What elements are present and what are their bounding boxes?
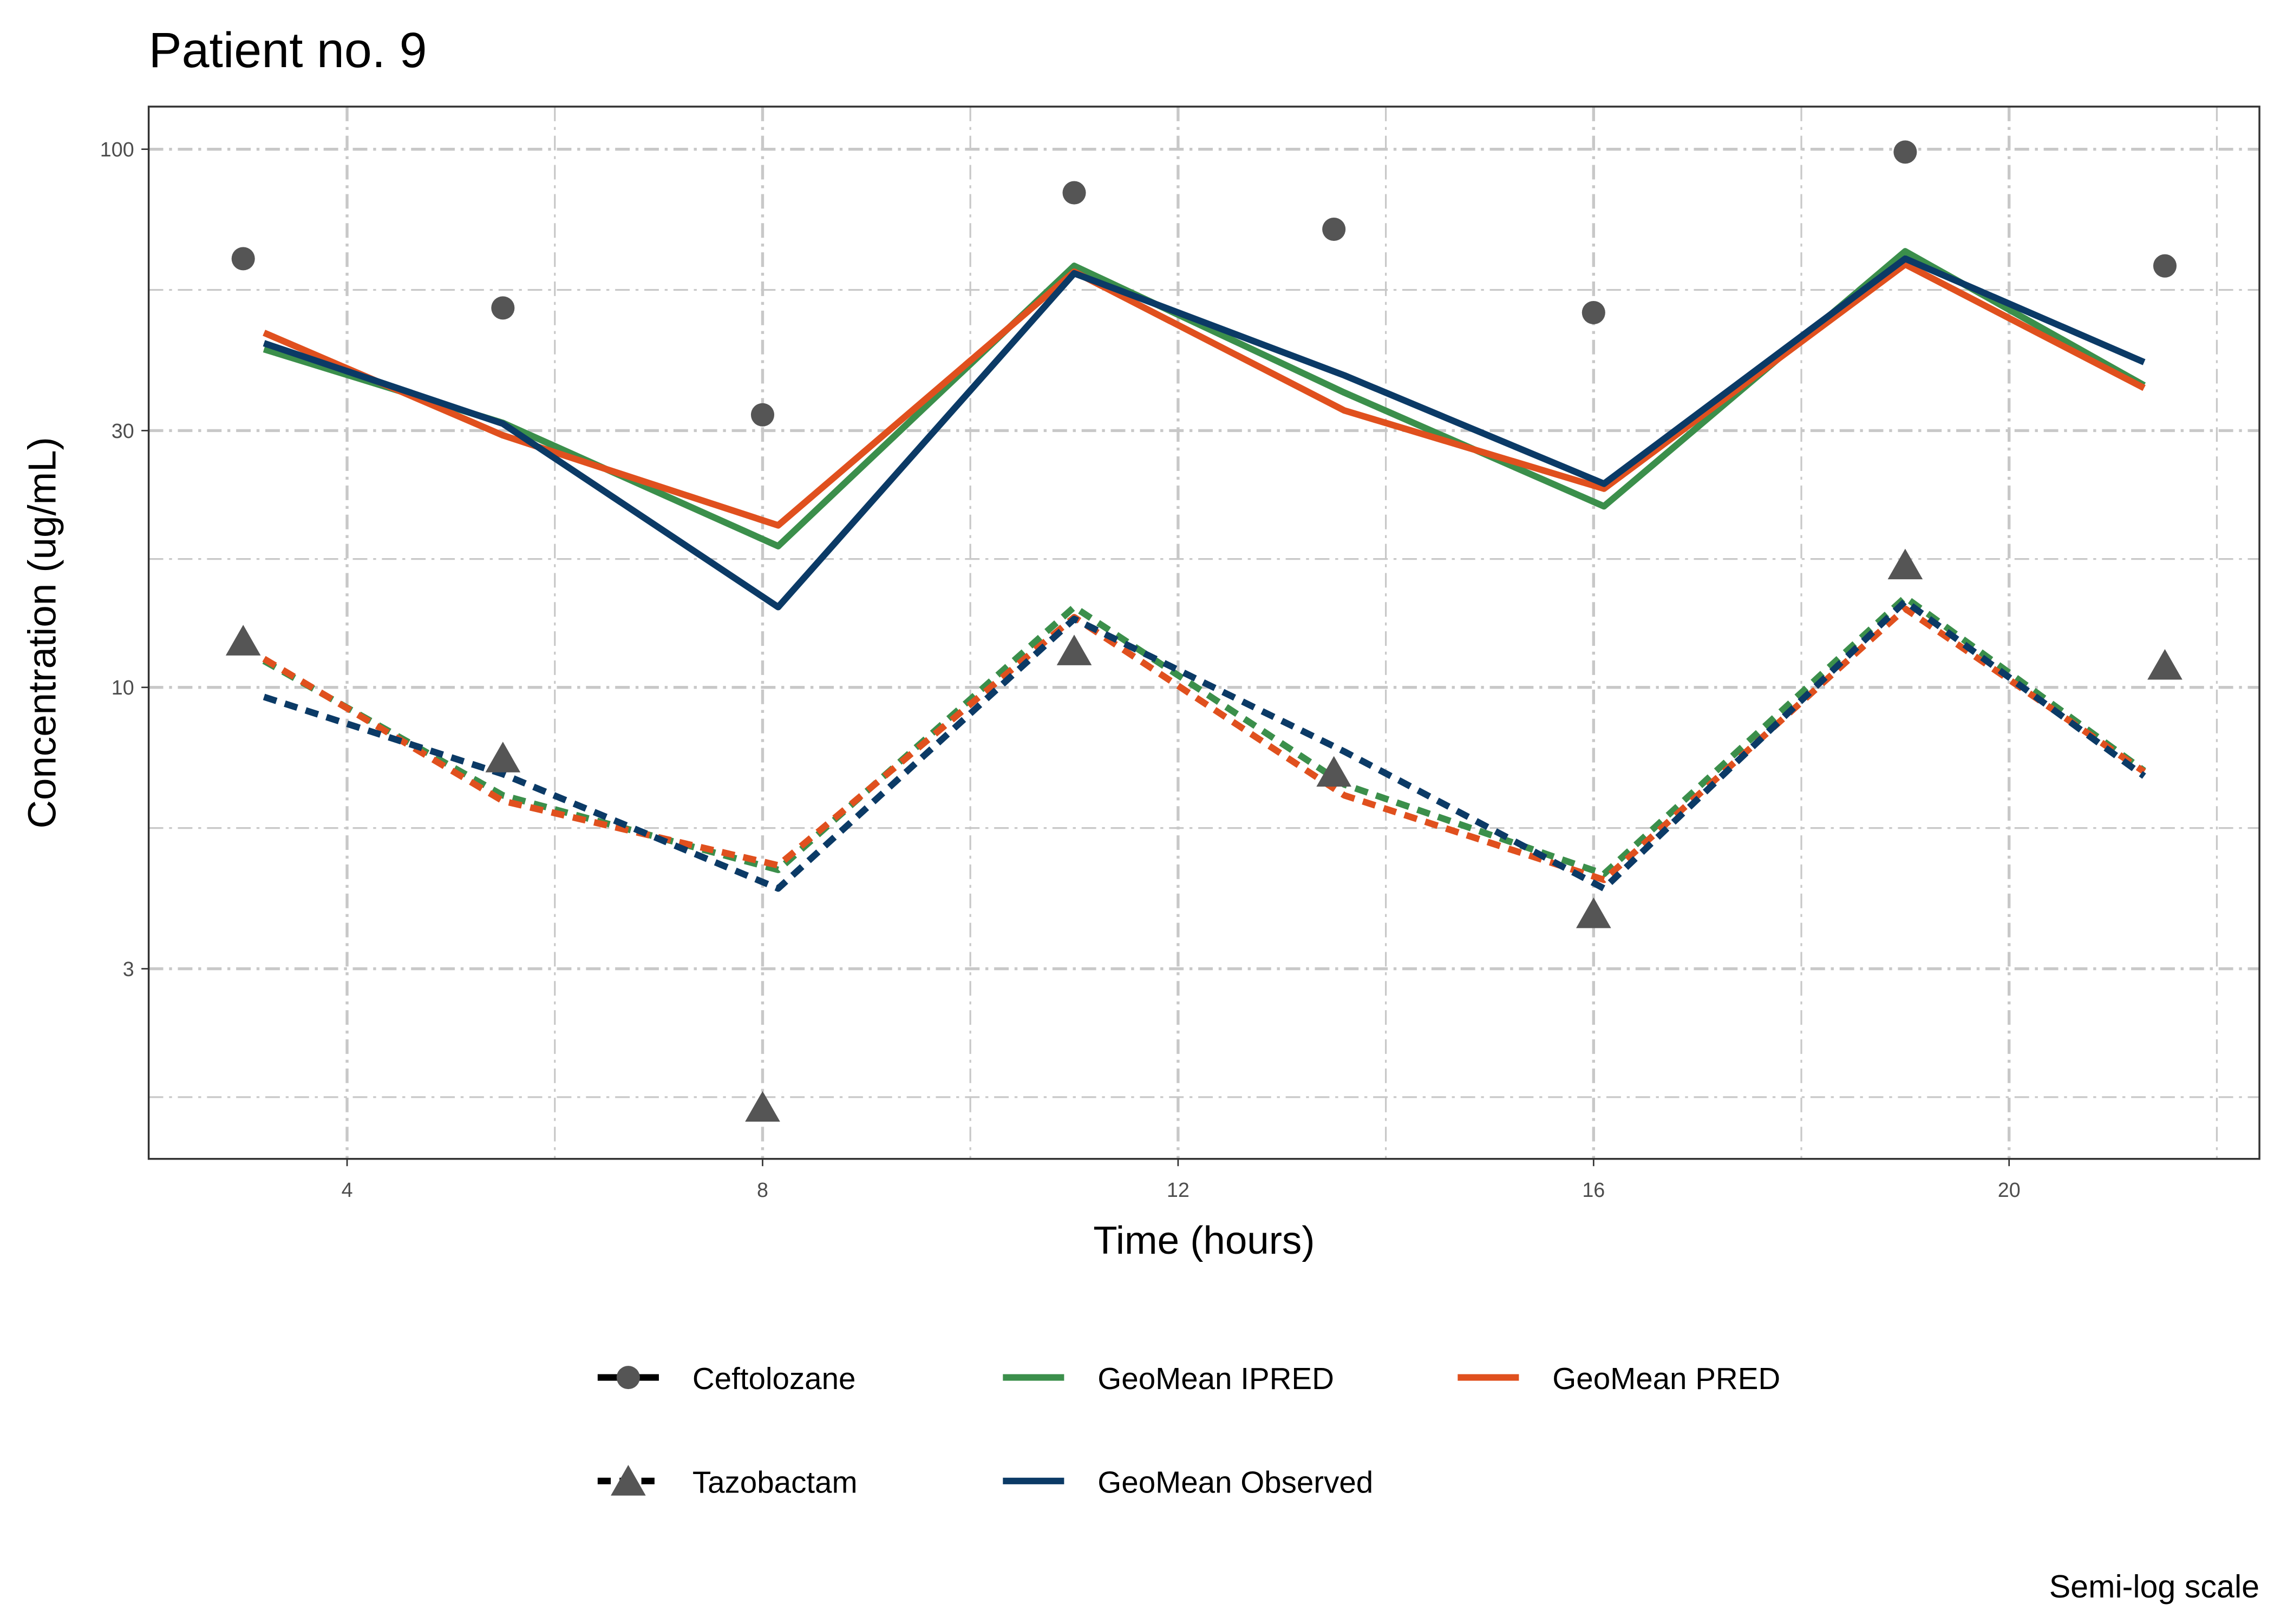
point-ceftolozane	[1893, 140, 1917, 164]
series-line-geomean-pred-ceftolozane	[263, 261, 2146, 529]
data-points	[225, 140, 2182, 1122]
y-tick-label: 100	[100, 138, 134, 161]
x-tick-label: 16	[1582, 1178, 1605, 1201]
y-tick-label: 30	[112, 420, 134, 442]
point-tazobactam	[2147, 649, 2182, 680]
point-ceftolozane	[491, 296, 515, 320]
series-line-geomean-observed-tazobactam	[263, 598, 2146, 892]
legend-label: GeoMean PRED	[1552, 1361, 1780, 1396]
point-ceftolozane	[1062, 181, 1086, 205]
x-tick-label: 20	[1998, 1178, 2021, 1201]
legend-key-triangle-icon	[611, 1465, 646, 1496]
point-ceftolozane	[750, 403, 775, 427]
point-ceftolozane	[1582, 300, 1605, 325]
point-tazobactam	[745, 1091, 780, 1122]
legend: Ceftolozane Tazobactam GeoMean IPRED GeoMea…	[597, 1361, 1780, 1499]
point-tazobactam	[485, 742, 521, 772]
caption: Semi-log scale	[2049, 1568, 2259, 1605]
point-ceftolozane	[1322, 217, 1346, 241]
legend-label: Tazobactam	[692, 1465, 858, 1499]
legend-item-ceftolozane: Ceftolozane	[597, 1361, 856, 1396]
legend-item-tazobactam: Tazobactam	[597, 1465, 858, 1499]
legend-item-geomean-pred: GeoMean PRED	[1458, 1361, 1780, 1396]
series-line-geomean-ipred-tazobactam	[262, 594, 2146, 878]
x-tick-label: 8	[757, 1178, 768, 1201]
series-line-geomean-observed-ceftolozane	[263, 255, 2146, 611]
point-tazobactam	[1576, 897, 1611, 928]
x-axis-title: Time (hours)	[1093, 1219, 1315, 1262]
y-tick-label: 3	[123, 958, 134, 980]
x-tick-label: 4	[342, 1178, 353, 1201]
point-ceftolozane	[231, 247, 255, 271]
point-tazobactam	[1316, 756, 1351, 787]
legend-key-circle-icon	[616, 1366, 640, 1390]
legend-label: GeoMean Observed	[1097, 1465, 1373, 1499]
legend-item-geomean-ipred: GeoMean IPRED	[1003, 1361, 1334, 1396]
legend-label: Ceftolozane	[692, 1361, 856, 1396]
series-lines	[262, 248, 2146, 892]
point-tazobactam	[1056, 634, 1092, 665]
legend-label: GeoMean IPRED	[1097, 1361, 1334, 1396]
point-ceftolozane	[2153, 254, 2177, 278]
series-line-geomean-pred-tazobactam	[262, 605, 2146, 883]
axis-ticks: 4 8 12 16 20 3 10 30 100	[100, 138, 2021, 1201]
y-axis-title: Concentration (ug/mL)	[20, 437, 64, 828]
x-tick-label: 12	[1167, 1178, 1190, 1201]
chart-title: Patient no. 9	[149, 23, 427, 78]
point-tazobactam	[1887, 548, 1923, 580]
plot-panel-border	[147, 106, 2260, 1160]
legend-item-geomean-observed: GeoMean Observed	[1003, 1465, 1373, 1499]
point-tazobactam	[225, 625, 261, 656]
y-tick-label: 10	[112, 676, 134, 699]
